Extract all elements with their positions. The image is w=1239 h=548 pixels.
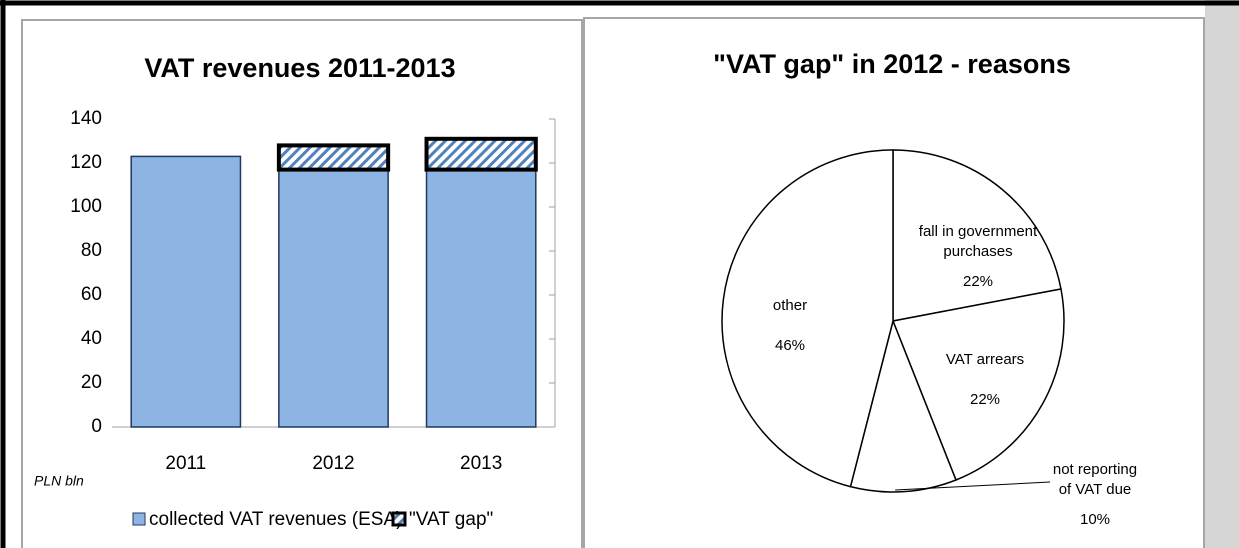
legend-label: "VAT gap" (409, 509, 493, 530)
slice-value: 22% (969, 391, 1001, 408)
y-tick-label: 40 (81, 328, 102, 349)
slice-label: VAT arrears (945, 351, 1025, 368)
bar-segment (424, 136, 538, 172)
leader-line (895, 481, 1051, 491)
slice-value: 46% (774, 337, 806, 354)
pie-slice (891, 288, 1065, 481)
legend-swatch (391, 511, 407, 527)
chart-title: VAT revenues 2011-2013 (144, 53, 455, 83)
y-tick-label: 140 (70, 108, 102, 129)
slice-value: 22% (962, 273, 994, 290)
y-tick-label: 120 (70, 152, 102, 173)
x-tick-label: 2013 (460, 453, 502, 474)
pie-slice (892, 149, 1062, 322)
legend-label: collected VAT revenues (ESA) (149, 509, 402, 530)
x-tick-label: 2012 (312, 453, 354, 474)
y-tick-label: 80 (81, 240, 102, 261)
y-axis-unit: PLN bln (34, 473, 84, 489)
y-tick-label: 20 (81, 372, 102, 393)
pie-slice (721, 149, 894, 488)
y-tick-label: 100 (70, 196, 102, 217)
bar-segment (276, 143, 391, 172)
x-tick-label: 2011 (165, 453, 206, 474)
chart-title: "VAT gap" in 2012 - reasons (713, 49, 1071, 79)
slice-label: other (772, 297, 808, 314)
bar-segment (130, 155, 242, 428)
y-tick-label: 0 (91, 416, 102, 437)
y-tick-label: 60 (81, 284, 102, 305)
slice-value: 10% (1079, 511, 1111, 528)
bar-segment (278, 168, 389, 428)
pie-slice (849, 318, 957, 493)
slice-label: not reporting of VAT due (1052, 461, 1138, 498)
bar-segment (425, 168, 537, 428)
slice-label: fall in government purchases (918, 223, 1038, 260)
legend-swatch (132, 512, 146, 526)
